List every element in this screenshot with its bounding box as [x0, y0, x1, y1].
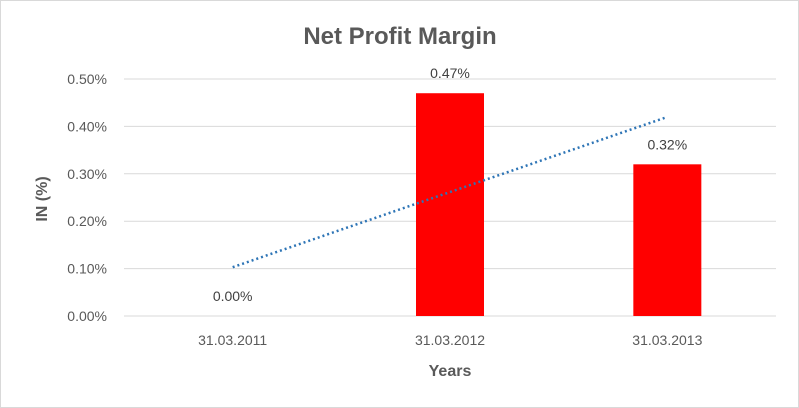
y-tick-label: 0.30%: [67, 166, 107, 182]
bar: [633, 164, 702, 316]
bars: [416, 93, 702, 316]
x-tick-label: 31.03.2011: [198, 332, 267, 348]
y-axis-title: IN (%): [34, 176, 51, 221]
y-tick-label: 0.40%: [67, 118, 107, 134]
bar: [416, 93, 484, 316]
y-tick-label: 0.50%: [67, 71, 107, 87]
y-tick-label: 0.20%: [67, 213, 107, 229]
data-label: 0.32%: [647, 136, 687, 152]
y-tick-label: 0.10%: [67, 261, 107, 277]
chart-title: Net Profit Margin: [303, 23, 496, 50]
data-label: 0.47%: [430, 65, 470, 81]
data-label: 0.00%: [213, 288, 253, 304]
y-axis-ticks: 0.00% 0.10% 0.20% 0.30% 0.40% 0.50%: [67, 71, 107, 324]
trendline-line: [232, 115, 668, 269]
x-axis-title: Years: [429, 363, 472, 380]
trendline: [232, 115, 668, 269]
x-tick-label: 31.03.2013: [632, 332, 702, 348]
x-axis-ticks: 31.03.2011 31.03.2012 31.03.2013: [198, 332, 702, 348]
data-labels: 0.00% 0.47% 0.32%: [213, 65, 687, 304]
y-tick-label: 0.00%: [67, 308, 107, 324]
x-tick-label: 31.03.2012: [415, 332, 485, 348]
